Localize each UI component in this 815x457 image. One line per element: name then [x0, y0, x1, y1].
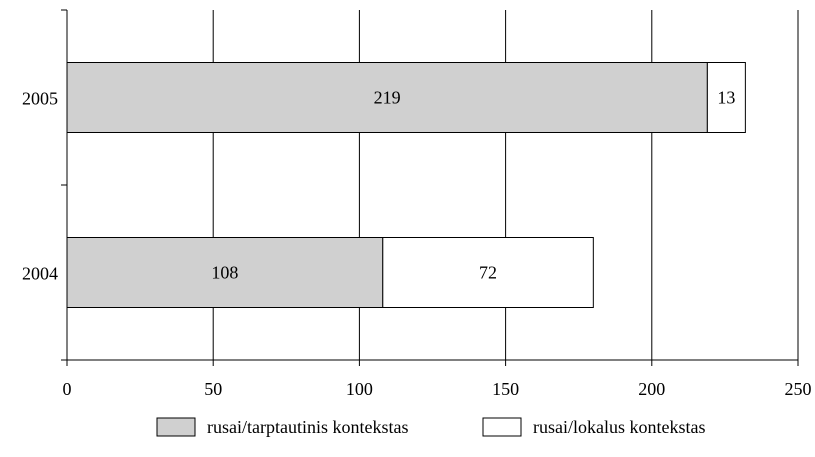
x-tick-label: 0 — [63, 379, 72, 399]
data-label: 13 — [717, 88, 735, 108]
y-category-label: 2004 — [22, 264, 58, 284]
x-tick-label: 200 — [638, 379, 665, 399]
x-tick-label: 150 — [492, 379, 519, 399]
x-tick-label: 250 — [785, 379, 812, 399]
labels: 0 50 100 150 200 250 219 13 2005 108 72 2004 — [22, 88, 812, 400]
legend: rusai/tarptautinis kontekstas rusai/lokal… — [156, 417, 705, 437]
bars — [66, 62, 746, 308]
x-tick-label: 50 — [204, 379, 222, 399]
bar-segment-2005-1 — [706, 62, 746, 133]
data-label: 72 — [479, 263, 497, 283]
legend-swatch-0 — [156, 417, 196, 437]
data-label: 108 — [211, 263, 238, 283]
legend-swatch-1 — [482, 417, 522, 437]
legend-label: rusai/lokalus kontekstas — [533, 417, 705, 437]
y-category-label: 2005 — [22, 89, 58, 109]
bar-segment-2004-1 — [382, 237, 594, 308]
bar-segment-2005-0 — [66, 62, 708, 133]
data-label: 219 — [374, 88, 401, 108]
x-tick-label: 100 — [346, 379, 373, 399]
bar-segment-2004-0 — [66, 237, 384, 308]
legend-label: rusai/tarptautinis kontekstas — [207, 417, 408, 437]
